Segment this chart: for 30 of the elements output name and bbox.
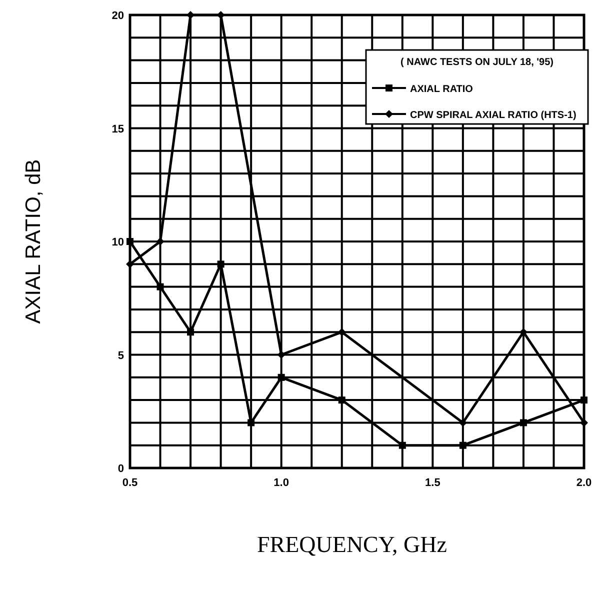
y-tick-label: 5 xyxy=(118,350,124,362)
y-tick-label: 20 xyxy=(112,10,124,22)
legend-label: AXIAL RATIO xyxy=(410,84,474,95)
point xyxy=(398,442,406,449)
point xyxy=(338,328,346,336)
x-tick-label: 2.0 xyxy=(576,477,592,489)
point xyxy=(156,238,164,246)
x-tick-label: 0.5 xyxy=(122,477,138,489)
point xyxy=(520,419,527,426)
point xyxy=(248,419,255,426)
point xyxy=(580,396,588,404)
point xyxy=(156,283,164,290)
legend-label: CPW SPIRAL AXIAL RATIO (HTS-1) xyxy=(410,110,576,121)
point xyxy=(580,418,588,427)
y-axis-title: AXIAL RATIO, dB xyxy=(22,159,45,324)
point xyxy=(278,374,285,381)
point xyxy=(277,350,286,359)
point xyxy=(126,238,134,245)
point xyxy=(187,328,194,336)
y-tick-label: 10 xyxy=(112,236,124,248)
x-tick-label: 1.5 xyxy=(425,477,440,489)
point xyxy=(338,396,346,404)
x-axis-title: FREQUENCY, GHz xyxy=(257,532,447,557)
point xyxy=(458,418,467,427)
x-tick-label: 1.0 xyxy=(274,477,289,489)
point xyxy=(217,260,224,268)
point xyxy=(459,442,466,449)
annotation: ( NAWC TESTS ON JULY 18, '95) xyxy=(400,57,554,68)
y-tick-label: 0 xyxy=(118,463,124,475)
y-tick-label: 15 xyxy=(112,123,124,136)
